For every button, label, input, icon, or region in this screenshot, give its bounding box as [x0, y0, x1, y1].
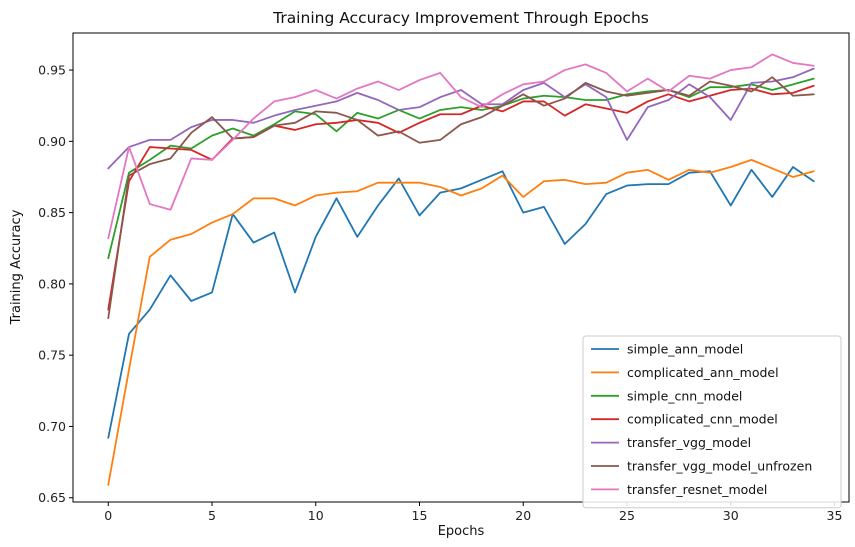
y-tick-label: 0.65: [38, 490, 66, 505]
x-tick-label: 30: [723, 508, 739, 523]
x-axis-title: Epochs: [438, 524, 485, 539]
legend-label-complicated_ann_model: complicated_ann_model: [627, 365, 779, 380]
y-axis-title: Training Accuracy: [9, 209, 24, 325]
x-tick-label: 5: [208, 508, 216, 523]
y-tick-label: 0.80: [38, 276, 66, 291]
y-tick-label: 0.75: [38, 348, 66, 363]
chart-title: Training Accuracy Improvement Through Ep…: [272, 9, 649, 27]
legend-label-transfer_vgg_model: transfer_vgg_model: [627, 435, 751, 450]
series-lines: [107, 53, 815, 486]
series-line-simple_ann_model: [107, 166, 815, 439]
y-tick-label: 0.90: [38, 134, 66, 149]
legend-label-transfer_vgg_model_unfrozen: transfer_vgg_model_unfrozen: [627, 459, 812, 474]
legend-label-transfer_resnet_model: transfer_resnet_model: [627, 482, 767, 497]
series-line-transfer_vgg_model: [107, 67, 815, 170]
y-axis: 0.65 0.70 0.75 0.80 0.85 0.90 0.95: [38, 63, 73, 505]
series-line-complicated_ann_model: [107, 158, 815, 486]
x-tick-label: 0: [104, 508, 112, 523]
plot-area: 0 5 10 15 20 25 30 35 0.650.700.750.800.850.900…: [38, 32, 850, 523]
x-tick-label: 10: [308, 508, 324, 523]
x-tick-label: 35: [827, 508, 843, 523]
x-tick-label: 25: [619, 508, 635, 523]
x-tick-label: 15: [412, 508, 428, 523]
y-tick-label: 0.70: [38, 419, 66, 434]
legend-label-simple_ann_model: simple_ann_model: [627, 342, 743, 357]
series-line-transfer_resnet_model: [107, 53, 815, 240]
y-tick-label: 0.95: [38, 63, 66, 78]
series-line-transfer_vgg_model_unfrozen: [107, 76, 815, 320]
x-tick-label: 20: [515, 508, 531, 523]
y-tick-label: 0.85: [38, 205, 66, 220]
legend-label-simple_cnn_model: simple_cnn_model: [627, 388, 742, 403]
legend-label-complicated_cnn_model: complicated_cnn_model: [627, 412, 778, 427]
legend: simple_ann_model complicated_ann_modelsim…: [582, 335, 842, 509]
legend-box: [582, 335, 842, 509]
